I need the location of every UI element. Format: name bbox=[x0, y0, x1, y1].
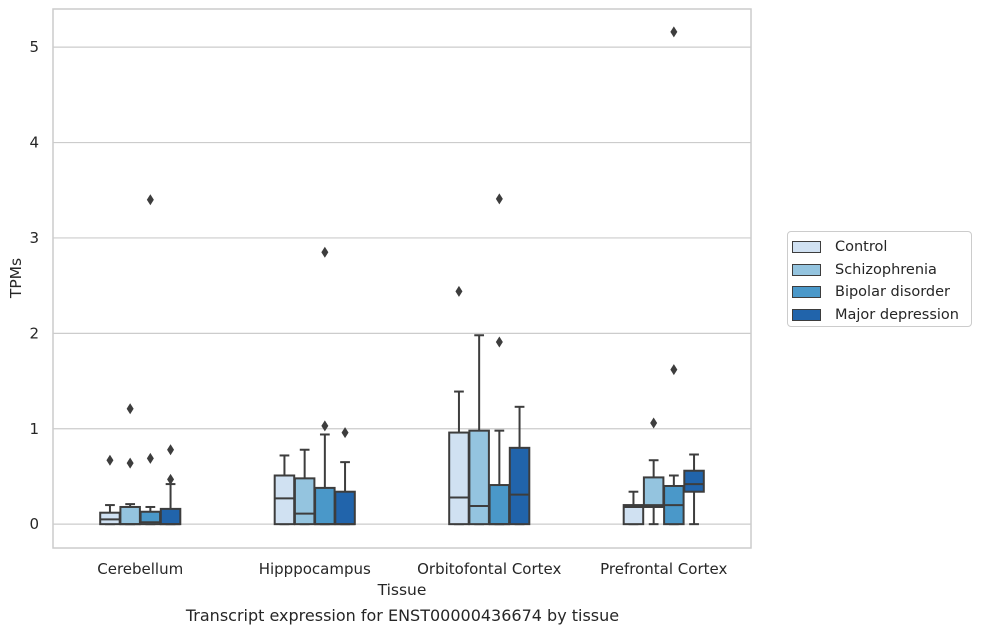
box-group bbox=[468, 334, 490, 526]
box-group bbox=[448, 285, 470, 526]
box bbox=[448, 431, 470, 526]
outlier-point bbox=[146, 452, 154, 464]
y-axis-label: TPMs bbox=[7, 258, 25, 299]
y-tick-label: 0 bbox=[29, 515, 39, 533]
box-group bbox=[642, 417, 665, 526]
outlier-point bbox=[341, 427, 349, 439]
box-group bbox=[683, 453, 705, 526]
outlier-point bbox=[321, 246, 329, 258]
outlier-point bbox=[167, 473, 175, 485]
box bbox=[119, 505, 141, 526]
box-group bbox=[293, 448, 316, 526]
figure-caption: Transcript expression for ENST0000043667… bbox=[185, 606, 620, 625]
legend-item-major-depression: Major depression bbox=[792, 304, 971, 327]
box-group bbox=[334, 427, 356, 526]
box-group bbox=[508, 405, 531, 526]
legend: Control Schizophrenia Bipolar disorder M… bbox=[787, 231, 972, 327]
outlier-point bbox=[126, 457, 134, 469]
box-group bbox=[99, 454, 121, 526]
legend-item-bipolar: Bipolar disorder bbox=[792, 281, 971, 304]
outlier-point bbox=[126, 403, 134, 415]
box-group bbox=[159, 444, 182, 526]
legend-label: Schizophrenia bbox=[835, 261, 937, 278]
box bbox=[683, 469, 705, 493]
grid-lines bbox=[53, 46, 751, 525]
plot-frame bbox=[52, 8, 752, 549]
outlier-point bbox=[650, 417, 658, 429]
outlier-point bbox=[495, 193, 503, 205]
outlier-point bbox=[146, 194, 154, 206]
outlier-point bbox=[670, 364, 678, 376]
box bbox=[642, 476, 665, 508]
box-group bbox=[139, 194, 162, 526]
outlier-point bbox=[106, 454, 114, 466]
legend-swatch-major-depression bbox=[792, 308, 821, 321]
box-group bbox=[273, 454, 296, 526]
legend-item-control: Control bbox=[792, 236, 971, 259]
x-tick-labels: Cerebellum Hipppocampus Orbitofontal Corte… bbox=[97, 560, 727, 578]
box bbox=[622, 504, 645, 526]
box bbox=[293, 477, 316, 526]
box-group bbox=[488, 193, 511, 526]
box-group bbox=[119, 403, 141, 526]
y-tick-label: 3 bbox=[29, 229, 39, 247]
box bbox=[488, 484, 511, 526]
x-tick-label: Hipppocampus bbox=[259, 560, 371, 578]
legend-label: Bipolar disorder bbox=[835, 284, 950, 301]
box bbox=[273, 474, 296, 526]
box bbox=[468, 429, 490, 526]
y-tick-label: 4 bbox=[29, 134, 39, 152]
box bbox=[334, 490, 356, 526]
outlier-point bbox=[670, 26, 678, 38]
x-axis-label: Tissue bbox=[377, 581, 427, 599]
outlier-point bbox=[167, 444, 175, 456]
legend-swatch-bipolar bbox=[792, 286, 821, 299]
box-group bbox=[314, 246, 336, 526]
box bbox=[314, 486, 336, 526]
outlier-point bbox=[321, 420, 329, 432]
x-tick-label: Prefrontal Cortex bbox=[600, 560, 727, 578]
box-group bbox=[663, 26, 685, 526]
legend-label: Control bbox=[835, 239, 888, 256]
box-group bbox=[622, 490, 645, 526]
legend-swatch-schizophrenia bbox=[792, 263, 821, 276]
legend-label: Major depression bbox=[835, 306, 959, 323]
outlier-point bbox=[455, 285, 463, 297]
box bbox=[159, 507, 182, 526]
legend-item-schizophrenia: Schizophrenia bbox=[792, 259, 971, 282]
y-tick-label: 5 bbox=[29, 38, 39, 56]
outlier-point bbox=[495, 336, 503, 348]
box bbox=[508, 446, 531, 526]
y-tick-labels: 0 1 2 3 4 5 bbox=[29, 38, 39, 533]
x-tick-label: Cerebellum bbox=[97, 560, 183, 578]
box-plots bbox=[99, 26, 705, 526]
x-tick-label: Orbitofontal Cortex bbox=[417, 560, 561, 578]
legend-swatch-control bbox=[792, 241, 821, 254]
y-tick-label: 2 bbox=[29, 324, 39, 342]
y-tick-label: 1 bbox=[29, 420, 39, 438]
